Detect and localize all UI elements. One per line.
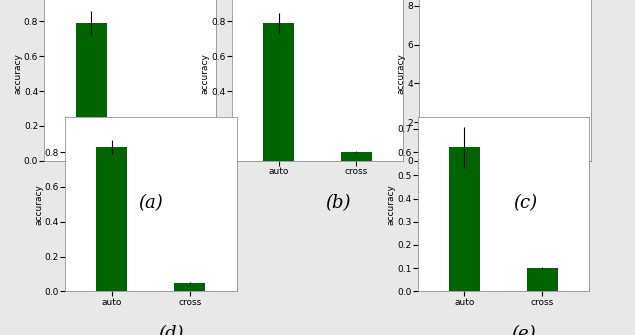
Bar bbox=[154, 150, 185, 161]
Text: (a): (a) bbox=[138, 194, 163, 212]
Bar bbox=[76, 23, 107, 161]
Bar bbox=[97, 147, 128, 291]
Bar bbox=[450, 145, 481, 161]
Y-axis label: accuracy: accuracy bbox=[13, 53, 22, 94]
Bar bbox=[341, 152, 372, 161]
Text: (d): (d) bbox=[159, 325, 184, 335]
Y-axis label: accuracy: accuracy bbox=[201, 53, 210, 94]
Bar bbox=[528, 160, 559, 161]
Y-axis label: accuracy: accuracy bbox=[34, 184, 43, 225]
Text: (b): (b) bbox=[325, 194, 351, 212]
Bar bbox=[449, 147, 480, 291]
Y-axis label: accuracy: accuracy bbox=[387, 184, 396, 225]
Bar bbox=[526, 268, 558, 291]
Bar bbox=[174, 283, 205, 291]
Text: (c): (c) bbox=[513, 194, 537, 212]
Y-axis label: accuracy: accuracy bbox=[397, 53, 406, 94]
Text: (e): (e) bbox=[512, 325, 536, 335]
Bar bbox=[263, 23, 294, 161]
